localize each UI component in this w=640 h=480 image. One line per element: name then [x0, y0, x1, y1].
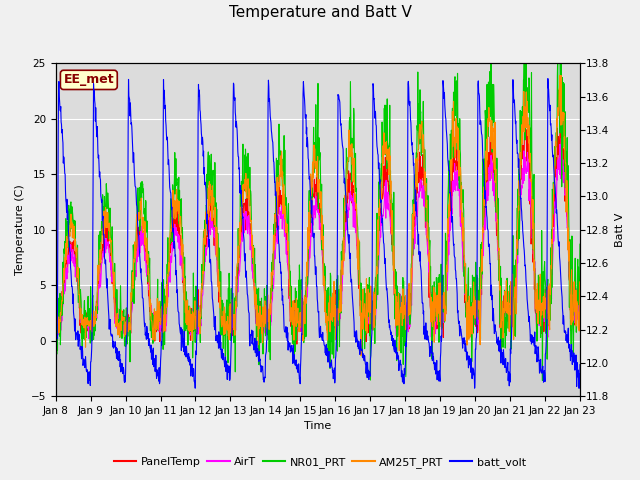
AM25T_PRT	[556, 72, 564, 78]
AirT	[399, 300, 407, 305]
PanelTemp	[514, 225, 522, 230]
AirT	[289, 341, 297, 347]
AM25T_PRT	[514, 214, 522, 220]
batt_volt	[468, 370, 476, 375]
AM25T_PRT	[52, 313, 60, 319]
Bar	[56, 174, 580, 285]
AM25T_PRT	[168, 208, 176, 214]
PanelTemp	[468, 316, 476, 322]
AirT	[156, 324, 163, 330]
AM25T_PRT	[399, 303, 407, 309]
batt_volt	[576, 362, 584, 368]
Line: NR01_PRT: NR01_PRT	[56, 39, 580, 381]
AM25T_PRT	[357, 353, 365, 359]
Text: EE_met: EE_met	[63, 73, 114, 86]
batt_volt	[227, 337, 235, 343]
Line: PanelTemp: PanelTemp	[56, 110, 580, 351]
Text: Temperature and Batt V: Temperature and Batt V	[228, 5, 412, 20]
AirT	[576, 311, 584, 317]
NR01_PRT	[468, 300, 476, 305]
batt_volt	[191, 385, 199, 391]
Y-axis label: Batt V: Batt V	[615, 213, 625, 247]
AirT	[468, 317, 476, 323]
AirT	[514, 242, 522, 248]
batt_volt	[156, 381, 163, 386]
NR01_PRT	[52, 342, 60, 348]
PanelTemp	[399, 301, 406, 307]
AM25T_PRT	[576, 295, 584, 300]
AM25T_PRT	[227, 314, 235, 320]
NR01_PRT	[539, 378, 547, 384]
Line: AM25T_PRT: AM25T_PRT	[56, 75, 580, 356]
NR01_PRT	[168, 239, 176, 244]
NR01_PRT	[487, 36, 495, 42]
batt_volt	[544, 76, 552, 82]
NR01_PRT	[514, 186, 522, 192]
NR01_PRT	[227, 338, 235, 344]
AM25T_PRT	[156, 315, 163, 321]
AirT	[557, 135, 565, 141]
Legend: PanelTemp, AirT, NR01_PRT, AM25T_PRT, batt_volt: PanelTemp, AirT, NR01_PRT, AM25T_PRT, ba…	[109, 452, 531, 472]
PanelTemp	[497, 348, 505, 354]
PanelTemp	[52, 324, 60, 330]
NR01_PRT	[576, 241, 584, 247]
Line: batt_volt: batt_volt	[56, 79, 580, 388]
batt_volt	[52, 350, 60, 356]
NR01_PRT	[399, 275, 406, 280]
batt_volt	[399, 372, 407, 378]
PanelTemp	[576, 288, 584, 293]
AirT	[168, 240, 176, 246]
batt_volt	[514, 151, 522, 157]
PanelTemp	[521, 108, 529, 113]
PanelTemp	[156, 328, 163, 334]
NR01_PRT	[156, 316, 163, 322]
AirT	[227, 320, 235, 326]
batt_volt	[168, 219, 176, 225]
PanelTemp	[227, 312, 235, 318]
X-axis label: Time: Time	[304, 421, 332, 432]
AirT	[52, 324, 60, 329]
Bar	[56, 63, 580, 174]
AM25T_PRT	[468, 320, 476, 325]
Y-axis label: Temperature (C): Temperature (C)	[15, 184, 25, 275]
PanelTemp	[168, 230, 176, 236]
Line: AirT: AirT	[56, 138, 580, 344]
